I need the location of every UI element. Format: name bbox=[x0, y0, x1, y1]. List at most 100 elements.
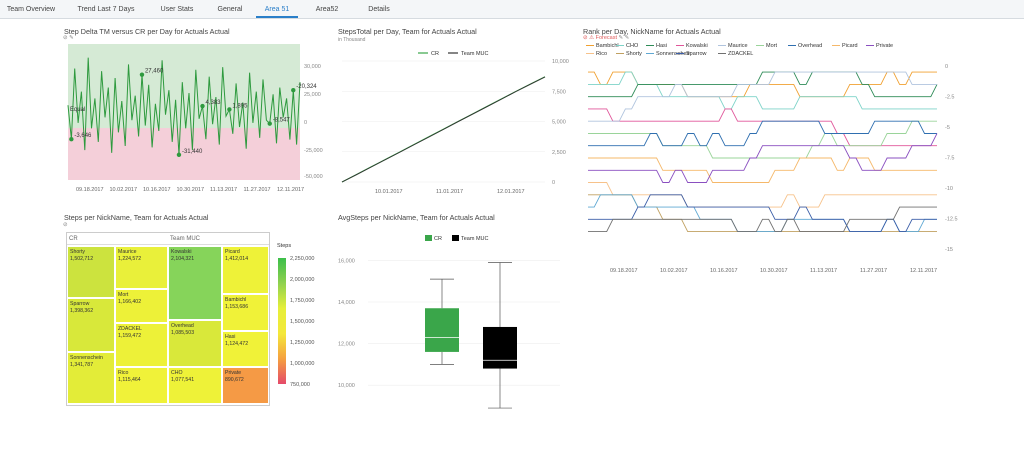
treemap-cell-name: Picard bbox=[225, 249, 240, 255]
steps-total-y-tick: 10,000 bbox=[552, 59, 569, 65]
delta-annotation: 1,895 bbox=[232, 103, 248, 109]
box-body[interactable] bbox=[425, 308, 459, 352]
rank-legend-label: CHO bbox=[626, 43, 639, 49]
rank-series-line bbox=[588, 182, 937, 208]
box-body[interactable] bbox=[483, 326, 517, 369]
treemap-cell[interactable]: Sonnenschein 1,341,787 bbox=[67, 352, 115, 404]
treemap-color-scale bbox=[278, 258, 286, 384]
tab-area-51[interactable]: Area 51 bbox=[256, 0, 298, 18]
treemap-cell-value: 1,502,712 bbox=[70, 255, 94, 262]
steps-total-y-tick: 5,000 bbox=[552, 120, 566, 126]
treemap-cell[interactable]: Rico 1,115,464 bbox=[115, 367, 168, 404]
forecast-label[interactable]: Forecast bbox=[595, 35, 618, 41]
treemap-cell[interactable]: ZDACKEL 1,159,472 bbox=[115, 323, 168, 367]
treemap-cell-name: Sparrow bbox=[70, 301, 90, 307]
avgsteps-y-tick: 16,000 bbox=[338, 258, 355, 264]
rank-x-tick: 11.13.2017 bbox=[810, 268, 837, 274]
treemap-cell-value: 1,412,014 bbox=[225, 255, 249, 262]
tab-team-overview[interactable]: Team Overview bbox=[6, 6, 56, 13]
rank-legend-label: Sonnenschein bbox=[656, 51, 691, 57]
rank-legend-swatch bbox=[718, 52, 726, 55]
treemap-icon[interactable]: ⊘ bbox=[63, 222, 68, 228]
treemap-cell[interactable]: Shorty 1,502,712 bbox=[67, 246, 115, 298]
rank-legend-swatch bbox=[586, 52, 594, 55]
rank-legend-swatch bbox=[866, 44, 874, 47]
delta-annotation: -3,646 bbox=[74, 133, 92, 139]
treemap-cell-name: Kowalski bbox=[171, 249, 192, 255]
delta-y-tick: 30,000 bbox=[304, 64, 321, 70]
delta-y-tick: 0 bbox=[304, 120, 307, 126]
treemap-cell-name: Shorty bbox=[70, 249, 85, 255]
negative-area bbox=[68, 128, 300, 180]
rank-y-tick: -15 bbox=[945, 247, 953, 253]
rank-x-tick: 11.27.2017 bbox=[860, 268, 887, 274]
treemap-cell[interactable]: Hasi 1,124,472 bbox=[222, 331, 269, 367]
rank-chart: 0 -2.5 -5 -7.5 -10 -12.5 -15 09.18.2017 10.02.2… bbox=[588, 64, 958, 274]
delta-point bbox=[291, 88, 296, 93]
treemap-cell[interactable]: Mort 1,166,402 bbox=[115, 289, 168, 323]
treemap-legend-tick: 750,000 bbox=[290, 382, 310, 388]
treemap-cell[interactable]: Private 890,672 bbox=[222, 367, 269, 404]
treemap-cell[interactable]: Picard 1,412,014 bbox=[222, 246, 269, 294]
treemap-cell[interactable]: Maurice 1,224,572 bbox=[115, 246, 168, 289]
rank-series-line bbox=[588, 194, 937, 233]
treemap-cell[interactable]: Kowalski 2,104,321 bbox=[168, 246, 222, 320]
legend-team-muc-swatch bbox=[452, 235, 459, 241]
treemap-cell[interactable]: Overhead 1,085,503 bbox=[168, 320, 222, 367]
rank-legend-item: Mort bbox=[756, 43, 777, 49]
treemap-cell-name: Bambichl bbox=[225, 297, 247, 303]
treemap-cell-value: 1,159,472 bbox=[118, 332, 142, 339]
treemap-legend-tick: 2,000,000 bbox=[290, 277, 315, 283]
tab-general[interactable]: General bbox=[217, 6, 243, 13]
rank-x-tick: 12.11.2017 bbox=[910, 268, 937, 274]
treemap-cell-value: 1,153,686 bbox=[225, 303, 249, 310]
delta-x-tick: 09.18.2017 bbox=[76, 187, 104, 193]
forecast-link[interactable]: ⊘ ⚠ Forecast ✎ ✎ bbox=[583, 35, 630, 41]
treemap: CR Team MUC Shorty 1,502,712 Sparrow 1,398,36… bbox=[66, 232, 270, 406]
delta-x-tick: 11.13.2017 bbox=[210, 187, 237, 193]
rank-legend-label: Kowalski bbox=[686, 43, 708, 49]
treemap-cell[interactable]: Sparrow 1,398,362 bbox=[67, 298, 115, 352]
delta-annotation: -20,324 bbox=[296, 84, 317, 90]
tab-trend-last-7-days[interactable]: Trend Last 7 Days bbox=[77, 6, 135, 13]
rank-x-tick: 10.30.2017 bbox=[760, 268, 788, 274]
rank-y-tick: -12.5 bbox=[945, 217, 958, 223]
delta-point bbox=[267, 121, 272, 126]
rank-legend: Bambichl CHO Hasi Kowalski Maurice Mort Overhe… bbox=[586, 43, 956, 63]
rank-series-line bbox=[588, 194, 937, 233]
rank-series-line bbox=[588, 206, 937, 233]
rank-legend-label: Overhead bbox=[798, 43, 823, 49]
delta-annotation: -8,547 bbox=[273, 118, 291, 124]
tab-user-stats[interactable]: User Stats bbox=[160, 6, 194, 13]
treemap-cell-name: Overhead bbox=[171, 323, 194, 329]
delta-annotation: 27,460 bbox=[145, 69, 164, 75]
rank-y-tick: -5 bbox=[945, 125, 950, 131]
treemap-cell[interactable]: CHO 1,077,541 bbox=[168, 367, 222, 404]
rank-legend-label: Sparrow bbox=[686, 51, 707, 57]
tab-details[interactable]: Details bbox=[368, 6, 390, 13]
rank-legend-item: Private bbox=[866, 43, 893, 49]
rank-series-line bbox=[588, 71, 937, 122]
treemap-legend-title: Steps bbox=[277, 243, 292, 249]
tab-area52[interactable]: Area52 bbox=[315, 6, 339, 13]
rank-y-tick: -10 bbox=[945, 186, 953, 192]
delta-series-line bbox=[67, 57, 301, 155]
steps-total-y-tick: 7,500 bbox=[552, 89, 566, 95]
treemap-cell-value: 2,104,321 bbox=[171, 255, 195, 262]
panel-icons[interactable]: ⊘ ✎ bbox=[63, 35, 74, 41]
treemap-cell-value: 1,341,787 bbox=[70, 361, 94, 368]
avgsteps-y-tick: 10,000 bbox=[338, 383, 355, 389]
treemap-title: Steps per NickName, Team for Actuals Act… bbox=[64, 213, 209, 222]
treemap-cell[interactable]: Bambichl 1,153,686 bbox=[222, 294, 269, 331]
rank-legend-label: Picard bbox=[842, 43, 858, 49]
rank-legend-item: Rico bbox=[586, 51, 607, 57]
rank-chart-title: Rank per Day, NickName for Actuals Actua… bbox=[583, 27, 721, 36]
rank-series-line bbox=[588, 71, 938, 98]
rank-legend-label: Shorty bbox=[626, 51, 642, 57]
treemap-cell-name: ZDACKEL bbox=[118, 326, 142, 332]
rank-series-line bbox=[588, 120, 937, 159]
rank-legend-label: Rico bbox=[596, 51, 608, 57]
rank-series-line bbox=[588, 120, 937, 147]
delta-chart: Equal -3,646 27,460 -31,440 4,383 1,895 -8,547… bbox=[67, 44, 323, 193]
rank-legend-label: ZDACKEL bbox=[728, 51, 754, 57]
